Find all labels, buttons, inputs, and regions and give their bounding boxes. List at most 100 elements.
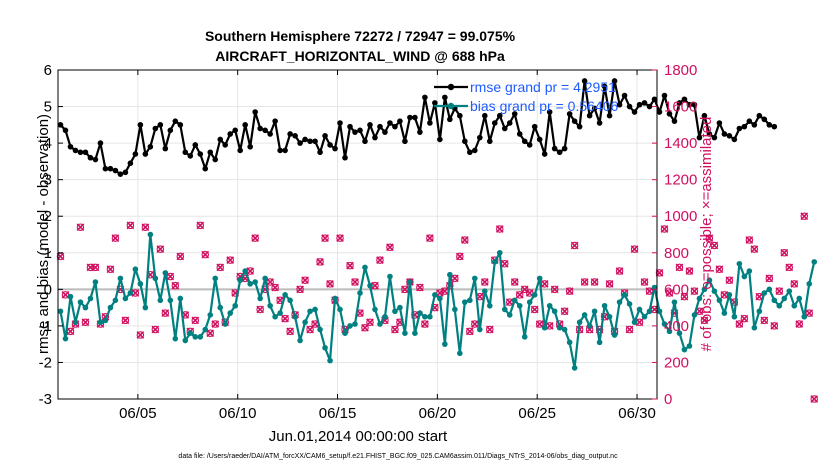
obs-assimilated-marker	[660, 225, 669, 233]
rmse-point	[297, 140, 303, 146]
bias-point	[112, 297, 119, 304]
rmse-point	[496, 112, 503, 119]
bias-point	[332, 295, 338, 302]
rmse-point	[486, 138, 493, 145]
obs-assimilated-marker	[785, 263, 794, 272]
bias-point	[327, 357, 333, 364]
bias-point	[127, 290, 134, 296]
bias-point	[277, 310, 283, 316]
obs-possible-marker	[421, 320, 429, 328]
obs-possible-marker	[121, 316, 130, 325]
bias-point	[721, 310, 728, 316]
obs-assimilated-marker	[530, 305, 539, 314]
y-left-tick-label: 5	[44, 99, 52, 116]
obs-assimilated-marker	[790, 279, 799, 288]
rmse-point	[62, 127, 69, 134]
obs-assimilated-marker	[685, 267, 694, 275]
bias-point	[571, 365, 578, 371]
legend-rmse-label: rmse grand pr = 4.2951	[470, 79, 616, 95]
obs-assimilated-marker	[605, 279, 614, 288]
obs-assimilated-marker	[780, 248, 789, 257]
obs-assimilated-marker	[540, 279, 549, 288]
rmse-point	[666, 111, 673, 117]
rmse-point	[561, 145, 568, 152]
obs-assimilated-marker	[126, 221, 135, 230]
obs-assimilated-marker	[545, 322, 554, 330]
obs-assimilated-marker	[271, 283, 280, 292]
bias-point	[137, 281, 144, 287]
rmse-point	[282, 147, 288, 154]
y-right-tick-label: 1600	[664, 99, 697, 116]
obs-possible-marker	[486, 325, 494, 334]
obs-possible-marker	[156, 245, 165, 253]
bias-point	[182, 337, 189, 344]
obs-assimilated-marker	[321, 234, 329, 243]
rmse-point	[142, 151, 149, 157]
obs-possible-marker	[286, 327, 294, 336]
rmse-point	[162, 145, 169, 152]
obs-assimilated-marker	[386, 243, 394, 252]
bias-point	[152, 275, 159, 282]
bias-point	[307, 308, 313, 315]
obs-possible-marker	[780, 249, 789, 257]
bias-point	[322, 345, 328, 351]
rmse-point	[437, 136, 443, 143]
bias-point	[387, 273, 393, 280]
obs-possible-marker	[306, 325, 314, 334]
bias-point	[646, 308, 653, 315]
bias-point	[566, 339, 573, 346]
bias-point	[521, 334, 528, 340]
obs-assimilated-marker	[281, 314, 289, 323]
obs-assimilated-marker	[470, 320, 479, 328]
bias-point	[382, 313, 388, 320]
rmse-point	[207, 149, 214, 156]
obs-possible-marker	[126, 221, 135, 230]
x-tick-label: 06/15	[319, 405, 357, 422]
bias-point	[412, 330, 418, 337]
bias-point	[427, 313, 433, 320]
bias-point	[287, 297, 293, 304]
rmse-point	[432, 100, 438, 106]
rmse-point	[342, 154, 348, 161]
footnote: data file: /Users/raeder/DAI/ATM_forcXX/…	[178, 453, 618, 460]
rmse-point	[272, 118, 278, 124]
rmse-point	[122, 169, 129, 176]
rmse-point	[706, 131, 713, 137]
obs-assimilated-marker	[121, 316, 130, 325]
bias-point	[791, 302, 798, 309]
bias-series	[57, 231, 818, 371]
obs-possible-marker	[705, 234, 714, 242]
rmse-point	[771, 123, 778, 130]
bias-point	[706, 277, 713, 283]
bias-point	[696, 295, 703, 302]
y-right-tick-label: 200	[664, 354, 689, 371]
obs-possible-marker	[206, 329, 214, 337]
y-axis-right-ticks: 0 200 400 600 800 1000 1200 1400 1600 1800	[652, 62, 697, 408]
rmse-point	[82, 149, 89, 156]
rmse-point	[367, 122, 373, 128]
obs-possible-marker	[670, 309, 679, 317]
rmse-point	[756, 112, 763, 119]
obs-possible-marker	[625, 325, 634, 334]
bias-point	[452, 306, 458, 313]
rmse-point	[97, 140, 104, 146]
rmse-point	[457, 112, 463, 119]
obs-assimilated-marker	[246, 267, 255, 275]
bias-point	[352, 321, 358, 327]
bias-point	[292, 313, 298, 320]
rmse-point	[87, 154, 94, 161]
bias-point	[162, 270, 169, 276]
obs-assimilated-marker	[525, 289, 534, 297]
rmse-point	[112, 167, 119, 174]
bias-point	[491, 259, 498, 265]
rmse-point	[656, 109, 663, 115]
rmse-point	[372, 134, 378, 141]
obs-possible-marker	[301, 276, 309, 284]
obs-possible-marker	[785, 263, 794, 272]
rmse-point	[536, 136, 543, 143]
obs-assimilated-marker	[326, 279, 334, 288]
obs-assimilated-marker	[66, 327, 75, 336]
x-tick-label: 06/05	[119, 405, 157, 422]
rmse-point	[606, 112, 613, 119]
bias-point	[72, 319, 79, 326]
